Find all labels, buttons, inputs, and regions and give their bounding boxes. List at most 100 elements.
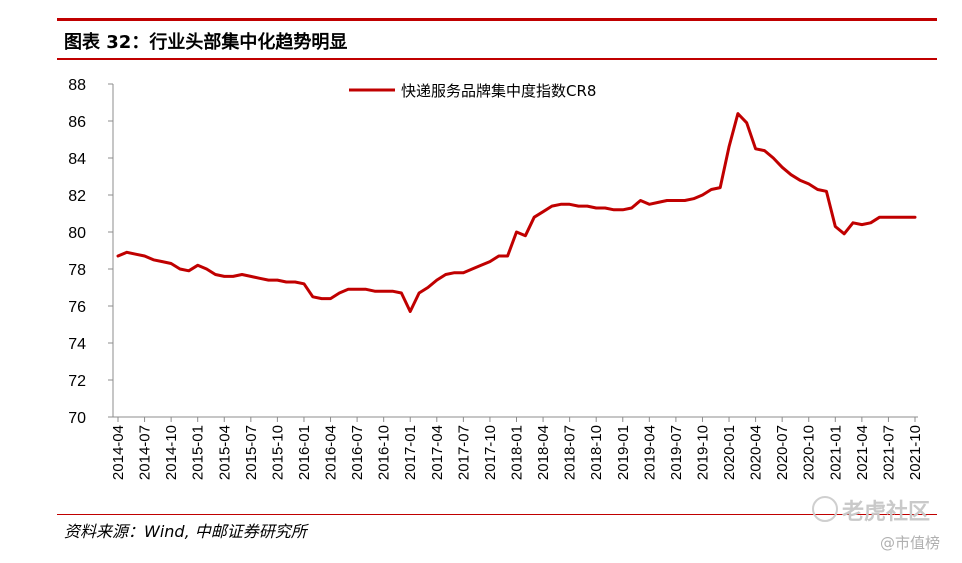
x-tick-label: 2021-10 — [907, 425, 924, 480]
data-point — [196, 264, 199, 267]
y-tick-label: 88 — [68, 77, 86, 94]
x-tick-label: 2016-04 — [323, 425, 340, 480]
series-layer — [116, 112, 917, 313]
legend-label: 快递服务品牌集中度指数CR8 — [401, 82, 596, 100]
data-point — [533, 216, 536, 219]
data-point — [223, 275, 226, 278]
x-tick-label: 2015-10 — [269, 425, 286, 480]
data-point — [240, 273, 243, 276]
data-point — [860, 223, 863, 226]
data-point — [754, 147, 757, 150]
data-point — [577, 205, 580, 208]
data-point — [152, 258, 155, 261]
data-point — [674, 199, 677, 202]
data-point — [852, 221, 855, 224]
x-tick-label: 2014-04 — [110, 425, 127, 480]
data-point — [701, 194, 704, 197]
data-point — [790, 173, 793, 176]
y-tick-label: 72 — [68, 373, 86, 390]
x-tick-label: 2020-01 — [721, 425, 738, 480]
watermark-sub: @市值榜 — [880, 534, 941, 552]
data-point — [843, 232, 846, 235]
data-point — [444, 273, 447, 276]
x-tick-label: 2017-01 — [402, 425, 419, 480]
data-point — [214, 273, 217, 276]
legend: 快递服务品牌集中度指数CR8 — [349, 82, 596, 100]
data-point — [409, 310, 412, 313]
x-tick-label: 2021-01 — [827, 425, 844, 480]
data-point — [187, 269, 190, 272]
x-tick-label: 2018-04 — [535, 425, 552, 480]
data-point — [178, 268, 181, 271]
data-point — [382, 290, 385, 293]
x-tick-label: 2014-07 — [137, 425, 154, 480]
x-tick-label: 2016-10 — [376, 425, 393, 480]
y-tick-label: 80 — [68, 225, 86, 242]
data-point — [887, 216, 890, 219]
x-axis: 2014-04 2014-07 2014-10 2015-01 2015-04 2015-… — [110, 416, 924, 480]
x-tick-label: 2021-07 — [880, 425, 897, 480]
data-point — [878, 216, 881, 219]
y-axis: 70 72 74 76 78 80 82 84 86 88 — [68, 77, 114, 427]
data-point — [373, 290, 376, 293]
data-point — [480, 264, 483, 267]
x-tick-label: 2019-01 — [615, 425, 632, 480]
data-point — [719, 186, 722, 189]
data-point — [453, 271, 456, 274]
data-point — [542, 210, 545, 213]
watermark-main-label: 老虎社区 — [842, 500, 931, 525]
data-point — [134, 253, 137, 256]
data-point — [630, 206, 633, 209]
x-tick-label: 2019-10 — [694, 425, 711, 480]
data-point — [612, 208, 615, 211]
data-point — [435, 279, 438, 282]
x-tick-label: 2021-04 — [854, 425, 871, 480]
data-point — [267, 279, 270, 282]
data-point — [710, 188, 713, 191]
x-tick-label: 2017-04 — [429, 425, 446, 480]
data-point — [905, 216, 908, 219]
x-tick-label: 2015-04 — [216, 425, 233, 480]
y-tick-label: 86 — [68, 114, 86, 131]
data-point — [683, 199, 686, 202]
y-tick-label: 84 — [68, 151, 86, 168]
data-point — [639, 199, 642, 202]
x-tick-label: 2020-07 — [774, 425, 791, 480]
x-tick-label: 2017-10 — [482, 425, 499, 480]
y-tick-label: 76 — [68, 299, 86, 316]
y-tick-label: 74 — [68, 336, 86, 353]
data-point — [648, 203, 651, 206]
data-point — [772, 157, 775, 160]
data-point — [302, 282, 305, 285]
data-point — [391, 290, 394, 293]
data-point — [745, 121, 748, 124]
data-point — [559, 203, 562, 206]
data-point — [869, 221, 872, 224]
x-tick-label: 2016-07 — [349, 425, 366, 480]
y-tick-label: 78 — [68, 262, 86, 279]
header-rule — [57, 58, 937, 60]
data-point — [807, 182, 810, 185]
x-tick-label: 2018-01 — [509, 425, 526, 480]
x-tick-label: 2015-01 — [190, 425, 207, 480]
data-point — [692, 197, 695, 200]
x-tick-label: 2019-04 — [641, 425, 658, 480]
data-point — [426, 286, 429, 289]
top-rule — [57, 18, 937, 21]
data-point — [914, 216, 917, 219]
data-point — [294, 280, 297, 283]
x-tick-label: 2016-01 — [296, 425, 313, 480]
x-tick-label: 2015-07 — [243, 425, 260, 480]
x-tick-label: 2014-10 — [163, 425, 180, 480]
data-point — [728, 145, 731, 148]
data-point — [462, 271, 465, 274]
x-tick-label: 2017-07 — [455, 425, 472, 480]
data-point — [586, 205, 589, 208]
data-point — [798, 179, 801, 182]
x-tick-label: 2020-04 — [748, 425, 765, 480]
source-rule — [57, 514, 937, 515]
source-note: 资料来源：Wind, 中邮证券研究所 — [64, 522, 307, 541]
data-point — [125, 251, 128, 254]
data-point — [568, 203, 571, 206]
